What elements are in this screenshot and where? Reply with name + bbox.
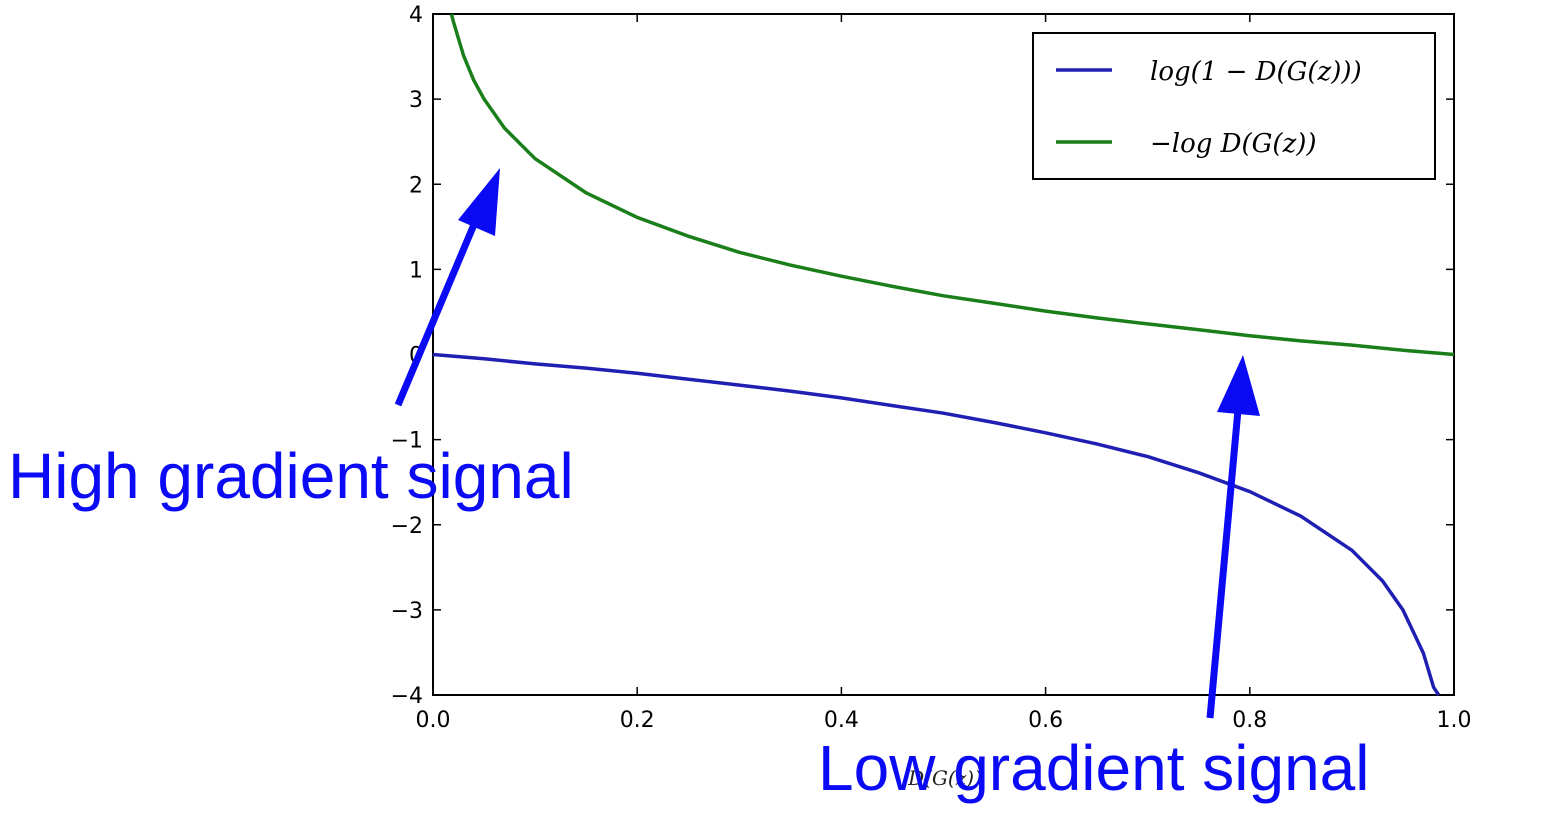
x-axis-label: D(G(z)) bbox=[907, 766, 982, 790]
axis-ticks: 0.00.20.40.60.81.043210−1−2−3−4 bbox=[391, 3, 1472, 733]
y-tick-label: −2 bbox=[391, 514, 423, 539]
y-tick-label: −3 bbox=[391, 599, 423, 624]
x-tick-label: 1.0 bbox=[1437, 708, 1472, 733]
annotation-low: Low gradient signal bbox=[818, 355, 1369, 804]
y-tick-label: 4 bbox=[409, 3, 423, 28]
y-tick-label: 1 bbox=[409, 258, 423, 283]
arrow-head-high bbox=[458, 168, 500, 236]
legend: log(1 − D(G(z))) −log D(G(z)) bbox=[1032, 32, 1436, 180]
series-line-2 bbox=[449, 13, 1455, 357]
annotation-high: High gradient signal bbox=[8, 168, 574, 512]
y-tick-label: −1 bbox=[391, 429, 423, 454]
legend-label-series-1: log(1 − D(G(z))) bbox=[1150, 57, 1362, 87]
x-tick-label: 0.6 bbox=[1028, 708, 1063, 733]
arrow-shaft-low bbox=[1206, 409, 1242, 719]
y-tick-label: 2 bbox=[409, 173, 423, 198]
x-tick-label: 0.0 bbox=[416, 708, 451, 733]
series-lines bbox=[432, 13, 1455, 696]
y-tick-label: 3 bbox=[409, 88, 423, 113]
x-tick-label: 0.4 bbox=[824, 708, 859, 733]
annotation-high-text: High gradient signal bbox=[8, 440, 574, 512]
y-tick-label: −4 bbox=[391, 684, 423, 709]
legend-box bbox=[1032, 32, 1436, 180]
x-tick-label: 0.2 bbox=[620, 708, 655, 733]
arrow-shaft-high bbox=[394, 213, 482, 407]
annotation-low-text: Low gradient signal bbox=[818, 732, 1369, 804]
arrow-head-low bbox=[1217, 355, 1260, 416]
series-line-1 bbox=[432, 352, 1441, 696]
legend-label-series-2: −log D(G(z)) bbox=[1150, 129, 1317, 159]
x-tick-label: 0.8 bbox=[1232, 708, 1267, 733]
